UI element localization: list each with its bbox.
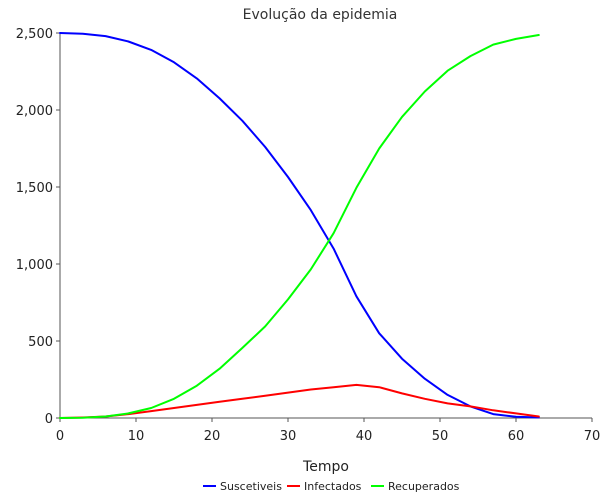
x-tick-label: 10 bbox=[128, 429, 145, 444]
y-tick-label: 500 bbox=[28, 335, 53, 350]
legend-label: Recuperados bbox=[388, 480, 460, 493]
legend: Suscetiveis Infectados Recuperados bbox=[203, 480, 460, 493]
legend-item-suscetiveis: Suscetiveis bbox=[203, 480, 282, 493]
series-line-suscetiveis bbox=[59, 32, 540, 419]
x-tick-label: 60 bbox=[508, 429, 525, 444]
x-tick-label: 70 bbox=[584, 429, 600, 444]
series-line-recuperados bbox=[59, 34, 540, 419]
x-tick-label: 20 bbox=[204, 429, 221, 444]
y-tick-label: 2,500 bbox=[16, 27, 53, 42]
axes: 0 500 1,000 1,500 2,000 2,500 0 10 20 30 40 50 60 70 bbox=[16, 27, 600, 444]
x-axis-label: Tempo bbox=[302, 459, 349, 475]
y-tick-label: 1,000 bbox=[16, 258, 53, 273]
series-line-infectados bbox=[59, 383, 540, 419]
series-lines bbox=[59, 32, 540, 419]
x-tick-label: 50 bbox=[432, 429, 449, 444]
x-tick-label: 30 bbox=[280, 429, 297, 444]
legend-item-infectados: Infectados bbox=[287, 480, 362, 493]
x-tick-label: 0 bbox=[56, 429, 64, 444]
legend-item-recuperados: Recuperados bbox=[371, 480, 460, 493]
chart-title: Evolução da epidemia bbox=[243, 7, 398, 23]
legend-label: Suscetiveis bbox=[220, 480, 282, 493]
y-tick-label: 2,000 bbox=[16, 104, 53, 119]
y-tick-label: 0 bbox=[45, 412, 53, 427]
legend-label: Infectados bbox=[304, 480, 362, 493]
x-tick-label: 40 bbox=[356, 429, 373, 444]
y-tick-label: 1,500 bbox=[16, 181, 53, 196]
